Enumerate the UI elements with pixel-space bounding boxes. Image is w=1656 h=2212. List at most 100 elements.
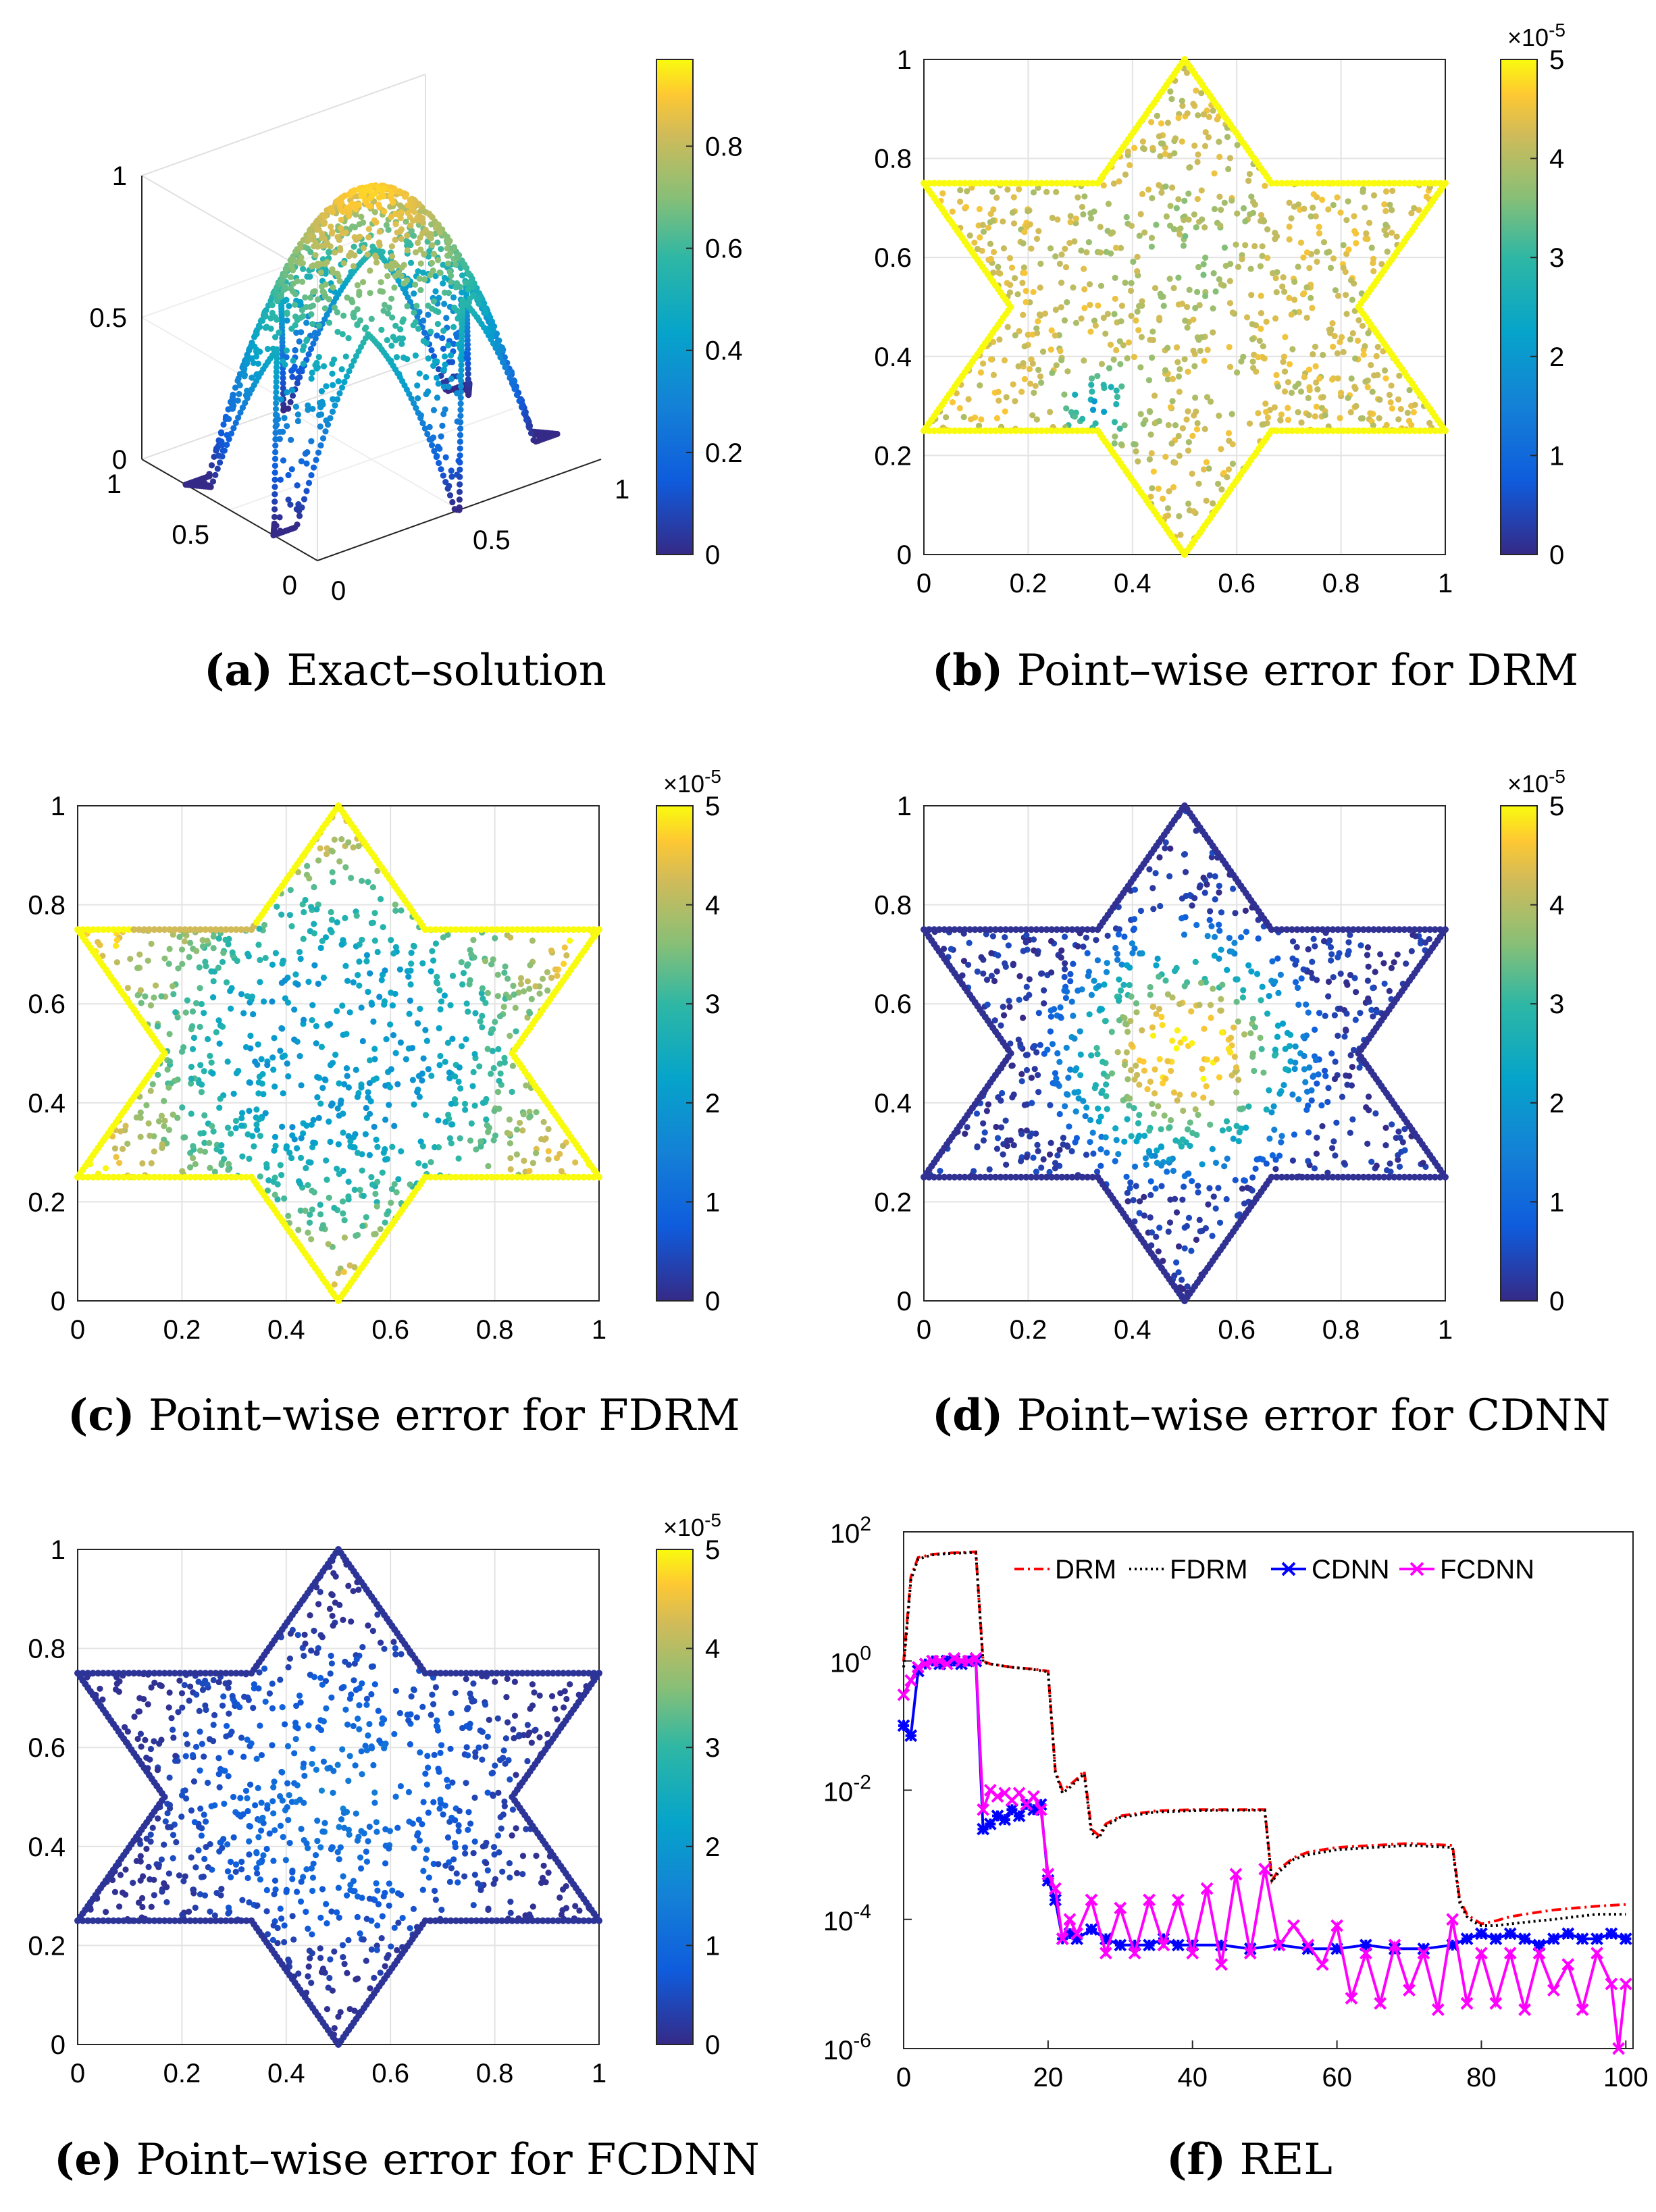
scatter-point <box>518 981 524 987</box>
scatter-point <box>148 941 154 947</box>
scatter-point <box>330 848 336 854</box>
scatter-point <box>452 1844 459 1850</box>
scatter-point <box>1057 1004 1063 1010</box>
scatter-point <box>1314 259 1320 265</box>
scatter-point <box>409 1693 415 1699</box>
scatter-point <box>158 1737 164 1743</box>
scatter-point <box>1087 1139 1093 1145</box>
scatter-point <box>1112 440 1118 446</box>
scatter-point <box>1133 1138 1139 1144</box>
scatter-point <box>1176 1243 1182 1250</box>
scatter-point <box>274 1940 280 1946</box>
scatter-point <box>321 1759 327 1765</box>
scatter-point <box>326 1241 332 1247</box>
scatter-point <box>217 1096 224 1102</box>
scatter-point <box>937 1168 943 1174</box>
scatter-point <box>1304 315 1310 321</box>
scatter-point <box>142 994 148 1000</box>
scatter-point <box>1126 339 1132 345</box>
scatter-point <box>1258 292 1264 299</box>
scatter-point <box>1189 433 1195 439</box>
scatter-point <box>344 1722 351 1728</box>
scatter-point <box>1337 209 1343 215</box>
scatter-point <box>355 1587 361 1593</box>
scatter-point <box>359 878 365 884</box>
scatter-point <box>340 1954 346 1960</box>
scatter-point <box>471 1850 477 1856</box>
scatter-point <box>1193 224 1199 230</box>
scatter-point <box>371 1046 378 1052</box>
scatter-point <box>317 1211 324 1217</box>
scatter-point <box>540 976 546 982</box>
scatter-point <box>1278 1133 1285 1139</box>
scatter-point <box>1131 916 1137 922</box>
scatter-point <box>1216 138 1222 145</box>
scatter-point <box>263 955 269 961</box>
scatter-point <box>536 991 542 997</box>
scatter-point <box>390 1032 396 1038</box>
scatter-point <box>485 1046 491 1052</box>
scatter-point <box>438 1742 444 1748</box>
scatter-point <box>1295 1096 1301 1102</box>
scatter-point <box>514 1152 520 1158</box>
scatter-point <box>203 1844 209 1850</box>
scatter-point <box>239 1110 245 1116</box>
scatter-point <box>1316 224 1322 230</box>
scatter-point <box>1388 382 1394 388</box>
scatter-point <box>222 937 228 943</box>
scatter-point <box>442 1059 448 1065</box>
scatter-point <box>424 1782 430 1788</box>
scatter-point <box>527 962 533 968</box>
scatter-point <box>1201 1026 1207 1032</box>
scatter-point <box>1146 1127 1152 1133</box>
scatter-point <box>178 1814 184 1820</box>
scatter-point <box>1217 222 1223 228</box>
scatter-point <box>1033 383 1039 389</box>
scatter-point <box>1174 205 1180 211</box>
scatter-point <box>990 933 996 940</box>
scatter-point <box>1211 270 1217 276</box>
scatter-point <box>307 1612 313 1618</box>
scatter-point <box>335 1106 341 1112</box>
scatter-point <box>1172 135 1179 141</box>
scatter-point <box>1124 1029 1131 1035</box>
scatter-point <box>1330 974 1337 980</box>
scatter-point <box>296 949 303 955</box>
scatter-point <box>1249 1175 1256 1181</box>
scatter-point <box>1197 348 1204 354</box>
scatter-point <box>1131 441 1137 447</box>
scatter-point <box>1035 1148 1041 1154</box>
scatter-point <box>1061 987 1067 994</box>
scatter-point <box>356 1702 362 1708</box>
scatter-point <box>1249 321 1256 327</box>
scatter-point <box>1357 1010 1363 1016</box>
scatter-point <box>1218 909 1224 915</box>
scatter-point <box>1387 1160 1393 1166</box>
scatter-point <box>388 1943 394 1949</box>
scatter-point <box>315 1724 321 1730</box>
scatter-point <box>1248 969 1254 975</box>
scatter-point <box>562 944 568 950</box>
scatter-point <box>1230 309 1236 315</box>
scatter-point <box>180 1788 186 1794</box>
scatter-point <box>269 998 275 1004</box>
y-tick-label: 1 <box>897 792 912 821</box>
scatter-point <box>1037 374 1043 380</box>
scatter-point <box>170 983 176 989</box>
scatter-point <box>146 1864 152 1870</box>
scatter-point <box>330 869 336 875</box>
scatter-point <box>1174 1209 1180 1215</box>
scatter-point <box>145 958 151 964</box>
scatter-point <box>1153 1234 1159 1240</box>
scatter-point <box>1127 982 1133 988</box>
scatter-point <box>393 1050 399 1056</box>
scatter-point <box>1041 1156 1047 1162</box>
scatter-point <box>355 1716 361 1722</box>
scatter-point <box>255 1785 261 1791</box>
scatter-point <box>461 1873 467 1879</box>
scatter-point <box>1205 1202 1211 1208</box>
scatter-point <box>1183 869 1189 875</box>
scatter-point <box>226 1710 232 1716</box>
scatter-point <box>1364 1141 1370 1147</box>
scatter-point <box>405 1718 411 1724</box>
